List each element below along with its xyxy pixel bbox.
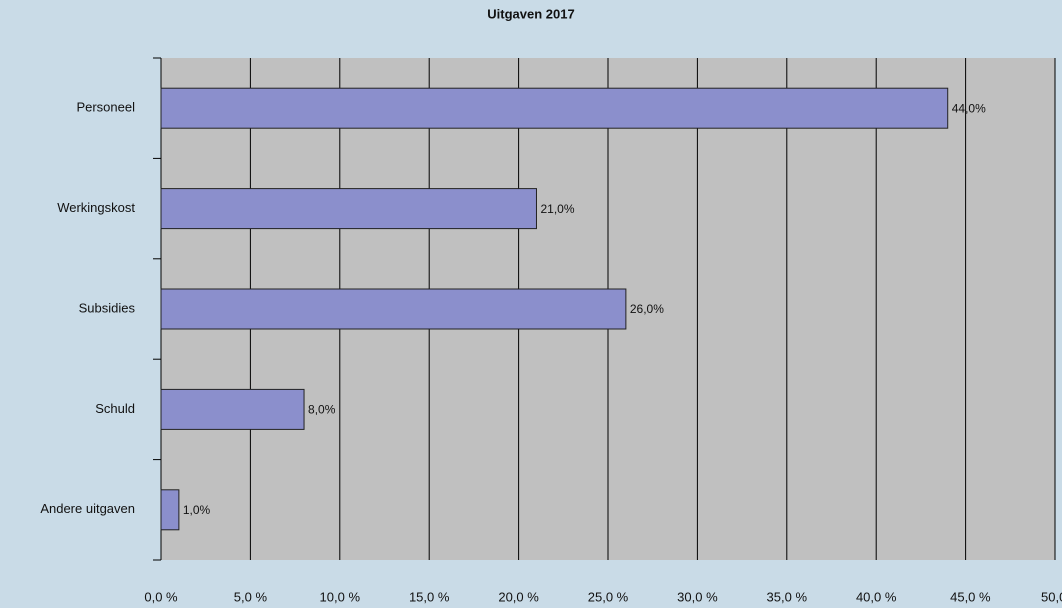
bar <box>160 87 949 129</box>
bar <box>160 188 537 230</box>
value-label: 21,0% <box>540 202 574 216</box>
value-label: 44,0% <box>952 101 986 115</box>
bar <box>160 388 305 430</box>
value-label: 26,0% <box>630 302 664 316</box>
x-tick-label: 0,0 % <box>144 589 178 604</box>
x-tick-label: 5,0 % <box>234 589 268 604</box>
value-label: 8,0% <box>308 403 336 417</box>
y-tick-label: Schuld <box>95 401 135 416</box>
y-tick-label: Personeel <box>76 100 135 115</box>
x-tick-label: 30,0 % <box>677 589 718 604</box>
x-tick-label: 20,0 % <box>498 589 539 604</box>
y-tick-label: Werkingskost <box>57 200 135 215</box>
x-tick-label: 35,0 % <box>767 589 808 604</box>
chart-title: Uitgaven 2017 <box>487 6 574 21</box>
y-tick-label: Andere uitgaven <box>40 501 135 516</box>
x-tick-label: 15,0 % <box>409 589 450 604</box>
bar <box>160 288 627 330</box>
y-tick-label: Subsidies <box>79 300 136 315</box>
bar <box>160 489 180 531</box>
x-tick-label: 25,0 % <box>588 589 629 604</box>
x-tick-label: 50,0 % <box>1041 589 1062 604</box>
x-tick-label: 40,0 % <box>856 589 897 604</box>
value-label: 1,0% <box>183 503 211 517</box>
x-tick-label: 45,0 % <box>950 589 991 604</box>
x-tick-label: 10,0 % <box>320 589 361 604</box>
